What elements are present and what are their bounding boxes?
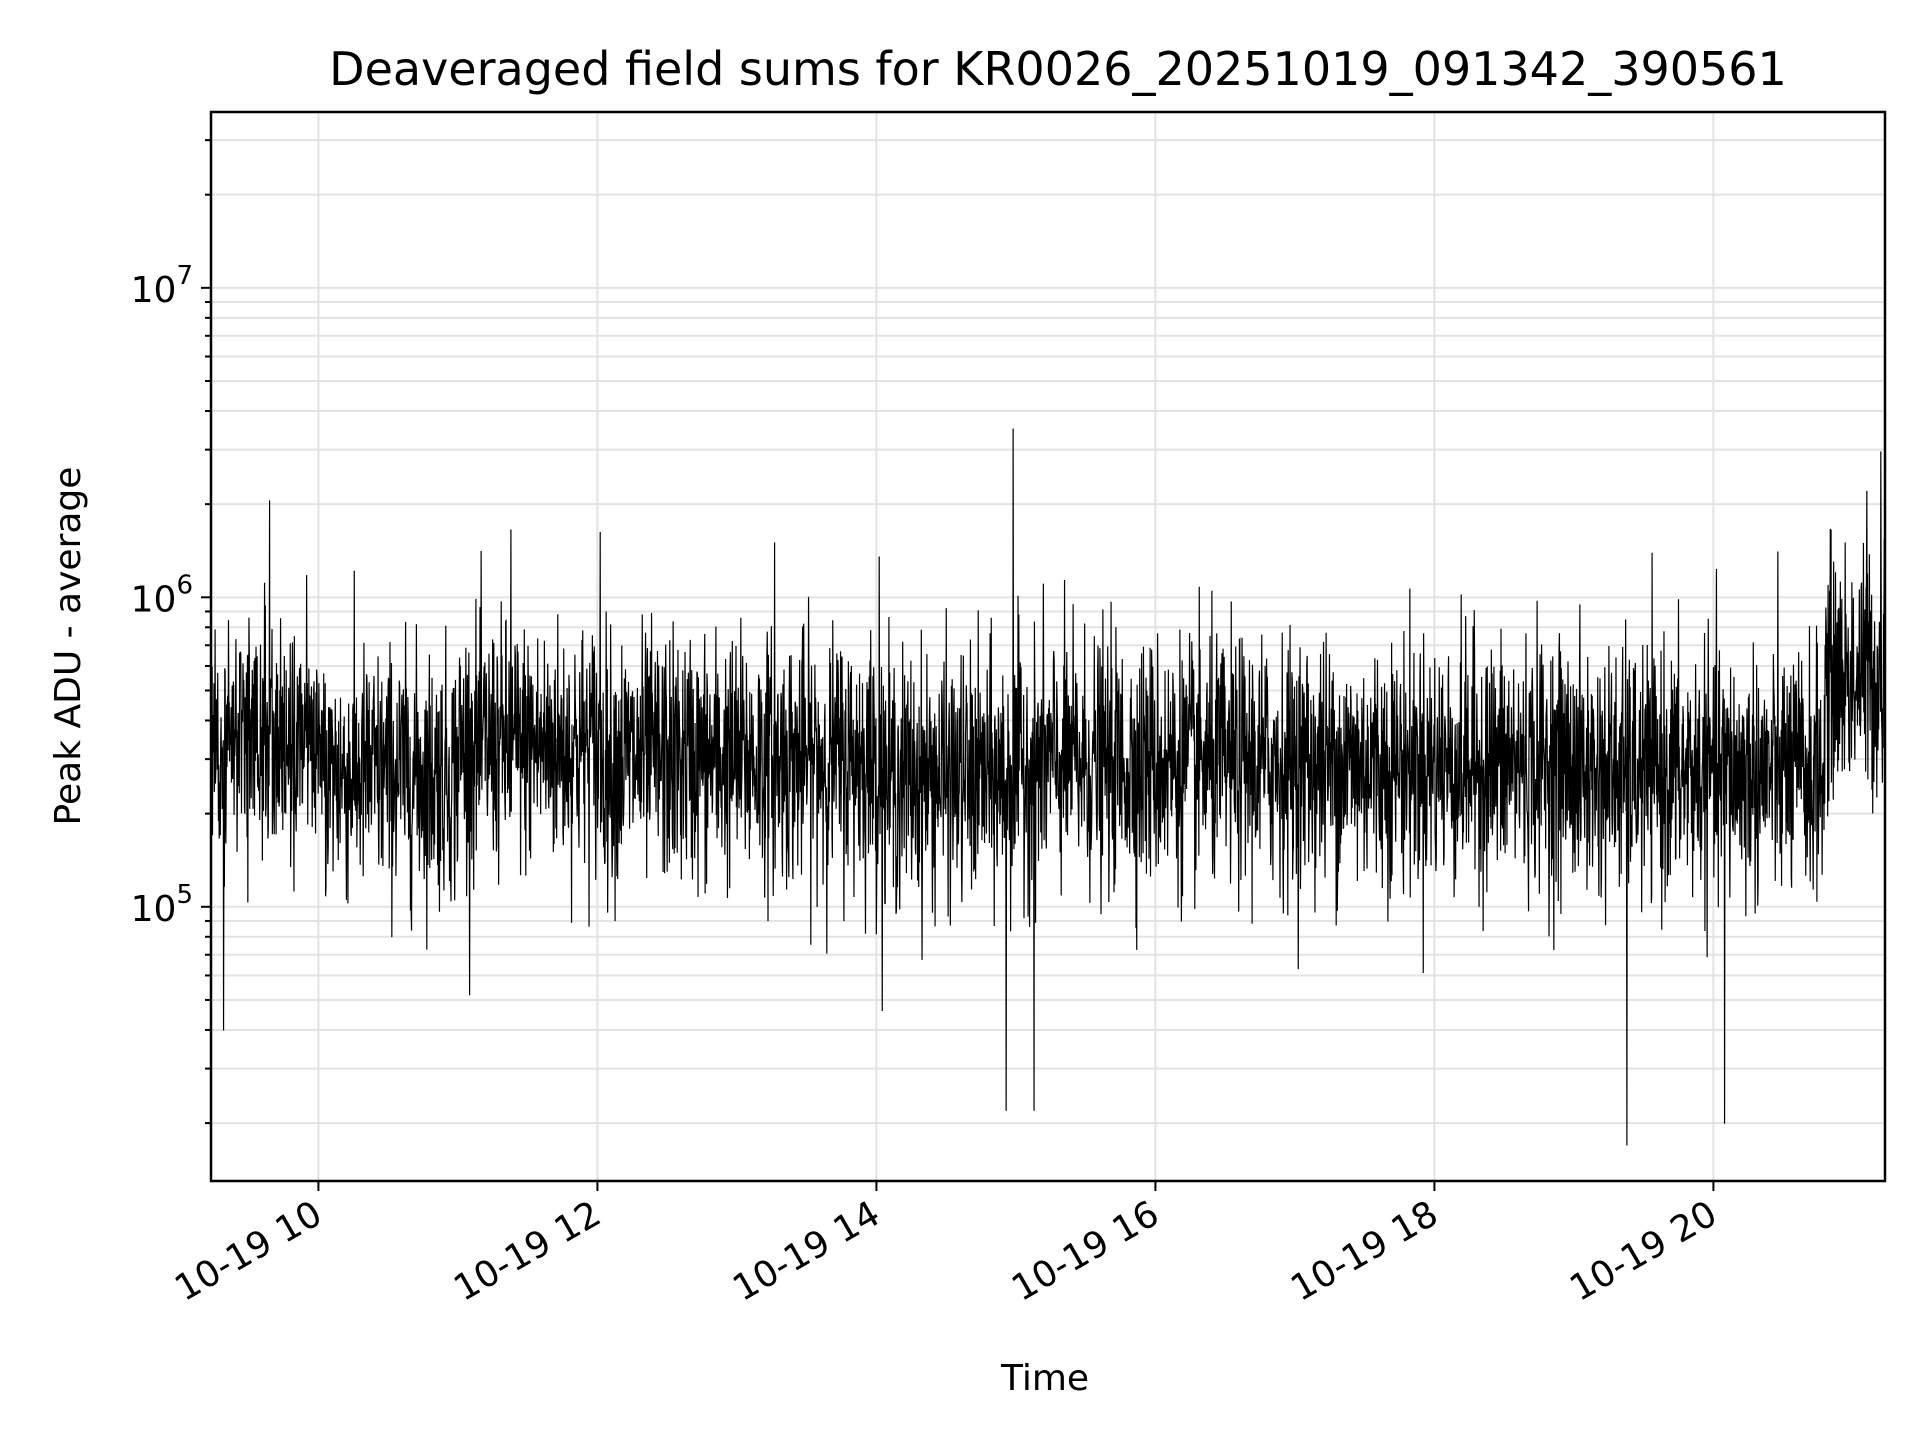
series-peak-point [1866,490,1868,492]
series-peak-point [1880,451,1882,453]
series-peak-point [1005,1109,1007,1111]
y-tick-label: 105 [131,880,193,930]
y-tick-exponent: 7 [176,261,193,291]
series-line [211,428,1885,1145]
series-peak-point [1033,1109,1035,1111]
y-tick-label: 107 [131,261,193,311]
y-tick-base: 10 [131,270,177,311]
y-tick-label: 106 [131,570,193,620]
plot-frame [209,110,1887,1183]
y-tick-base: 10 [131,579,177,620]
series-peak-point [222,1029,225,1031]
x-axis-label: Time [1000,1358,1089,1399]
series-peak-point [1012,428,1014,430]
series-peak-point [1723,1122,1726,1124]
series-peak-point [1626,1144,1628,1146]
series-peak-point [599,531,601,534]
series-peak-point [510,529,512,531]
series-peak-point [878,556,880,558]
y-tick-base: 10 [131,889,177,930]
series-layer [211,428,1885,1146]
y-axis-label: Peak ADU - average [48,467,89,826]
y-tick-exponent: 6 [176,570,193,600]
series-peak-point [268,500,271,502]
chart-title: Deaveraged field sums for KR0026_2025101… [329,42,1787,96]
y-tick-exponent: 5 [176,880,193,910]
series-peak-point [773,542,776,544]
